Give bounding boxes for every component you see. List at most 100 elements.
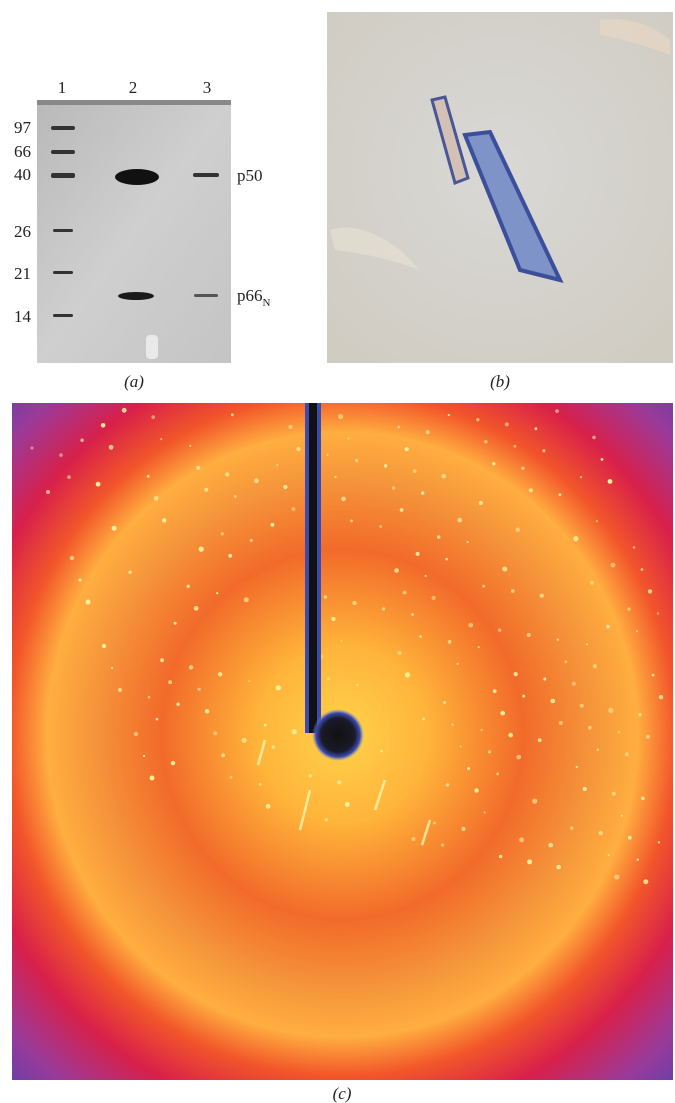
diffraction-spot [331, 617, 335, 621]
diffraction-spot [289, 425, 293, 429]
diffraction-spot [216, 592, 218, 594]
diffraction-spot [519, 837, 524, 842]
diffraction-spot [187, 585, 190, 588]
diffraction-spot [31, 447, 34, 450]
diffraction-spot [527, 633, 531, 637]
diffraction-spot [551, 699, 556, 704]
diffraction-spot [416, 552, 420, 556]
diffraction-spot [658, 841, 660, 843]
diffraction-spot [86, 600, 91, 605]
diffraction-spot [601, 458, 604, 461]
diffraction-spot [327, 677, 330, 680]
diffraction-spot [244, 597, 249, 602]
diffraction-spot [213, 731, 217, 735]
diffraction-spot [341, 497, 346, 502]
diffraction-spot [592, 436, 596, 440]
diffraction-spot [557, 639, 559, 641]
diffraction-spot [419, 635, 422, 638]
diffraction-spot [505, 422, 509, 426]
diffraction-spot [426, 430, 430, 434]
diffraction-spot [101, 423, 106, 428]
diffraction-spot [498, 628, 501, 631]
figure: 123 976640262114 p50 p66N (a) (b) (c) [0, 0, 675, 1103]
lane-label: 1 [58, 78, 67, 97]
diffraction-spot [160, 438, 162, 440]
diffraction-spot [259, 783, 262, 786]
diffraction-spot [355, 459, 358, 462]
diffraction-spot [276, 685, 281, 690]
diffraction-spot [205, 709, 210, 714]
diffraction-spot [513, 445, 516, 448]
diffraction-spot [448, 640, 452, 644]
diffraction-spot [196, 466, 200, 470]
diffraction-spot [559, 493, 562, 496]
diffraction-spot [379, 525, 382, 528]
band-label: p66N [237, 286, 271, 309]
diffraction-spot [599, 831, 603, 835]
diffraction-spot [78, 578, 81, 581]
marker-label: 40 [14, 165, 31, 184]
diffraction-spot [218, 672, 222, 676]
band [53, 271, 73, 274]
diffraction-spot [516, 528, 520, 532]
diffraction-spot [583, 787, 587, 791]
diffraction-spot [405, 447, 409, 451]
diffraction-spot [422, 718, 425, 721]
diffraction-spot [248, 680, 250, 682]
diffraction-spot [521, 467, 524, 470]
diffraction-spot [70, 556, 74, 560]
diffraction-spot [636, 630, 638, 632]
diffraction-spot [588, 726, 592, 730]
diffraction-spot [352, 601, 356, 605]
diffraction-spot [483, 811, 485, 813]
diffraction-spot [174, 622, 177, 625]
diffraction-spot [384, 464, 387, 467]
diffraction-spot [446, 783, 449, 786]
beamstop [312, 709, 364, 761]
diffraction-spot [462, 827, 466, 831]
diffraction-spot [612, 792, 616, 796]
diffraction-spot [250, 539, 253, 542]
diffraction-spot [394, 568, 399, 573]
diffraction-spot [199, 547, 204, 552]
diffraction-spot [340, 640, 342, 642]
diffraction-spot [441, 843, 444, 846]
diffraction-spot [443, 701, 446, 704]
diffraction-spot [597, 748, 600, 751]
diffraction-spot [266, 804, 271, 809]
diffraction-spot [570, 826, 573, 829]
diffraction-spot [309, 774, 313, 778]
diffraction-spot [230, 776, 233, 779]
diffraction-spot [296, 447, 300, 451]
diffraction-spot [646, 735, 650, 739]
diffraction-spot [593, 664, 597, 668]
diffraction-spot [225, 472, 229, 476]
diffraction-spot [496, 772, 499, 775]
diffraction-spot [559, 721, 563, 725]
diffraction-spot [441, 474, 446, 479]
diffraction-spot [648, 589, 652, 593]
marker-label: 14 [14, 307, 32, 326]
diffraction-spot [102, 644, 106, 648]
caption: (c) [333, 1084, 352, 1103]
diffraction-spot [242, 738, 247, 743]
marker-label: 66 [14, 142, 31, 161]
band-label-subscript: N [263, 297, 271, 309]
diffraction-spot [479, 501, 483, 505]
diffraction-spot [608, 854, 610, 856]
diffraction-panel: (c) [12, 403, 673, 1103]
diffraction-spot [638, 713, 641, 716]
marker-label: 21 [14, 264, 31, 283]
diffraction-spot [405, 672, 410, 677]
lane-label: 2 [129, 78, 138, 97]
diffraction-spot [633, 546, 636, 549]
diffraction-spot [502, 567, 507, 572]
diffraction-spot [154, 496, 159, 501]
diffraction-spot [162, 518, 166, 522]
diffraction-spot [572, 682, 576, 686]
diffraction-spot [457, 663, 459, 665]
diffraction-spot [522, 695, 525, 698]
diffraction-spot [67, 475, 71, 479]
diffraction-spot [324, 595, 327, 598]
diffraction-spot [508, 733, 513, 738]
